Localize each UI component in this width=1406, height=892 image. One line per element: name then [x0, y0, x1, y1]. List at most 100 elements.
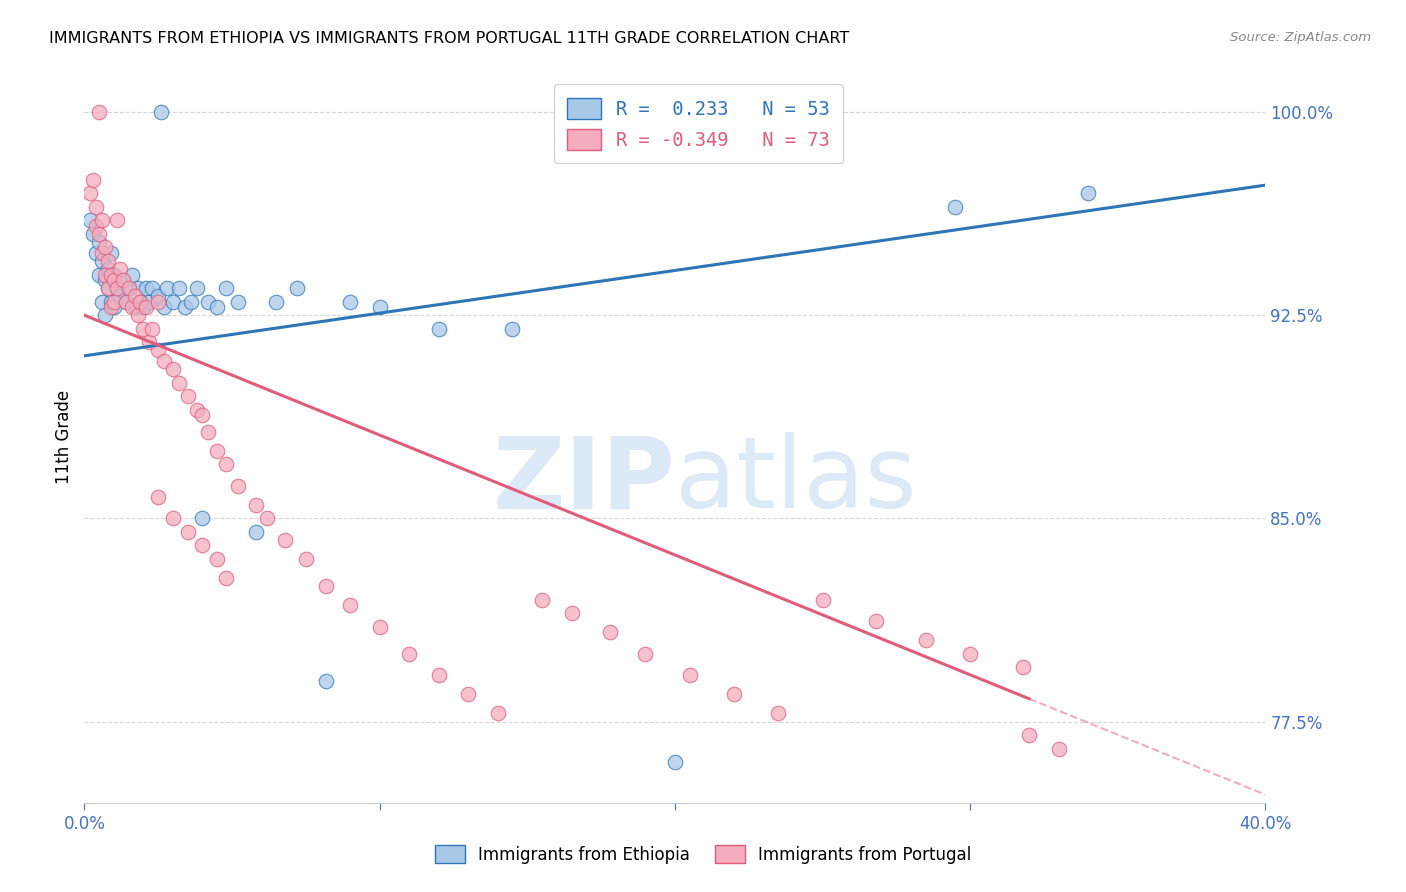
- Point: [103, 268, 125, 282]
- Point: [274, 533, 297, 547]
- Point: [114, 294, 136, 309]
- Point: [127, 308, 149, 322]
- Point: [105, 213, 128, 227]
- Point: [811, 592, 834, 607]
- Point: [124, 289, 146, 303]
- Point: [94, 273, 117, 287]
- Point: [153, 354, 176, 368]
- Point: [84, 219, 107, 233]
- Point: [486, 706, 509, 721]
- Point: [207, 552, 229, 566]
- Point: [79, 186, 101, 201]
- Point: [121, 300, 143, 314]
- Point: [191, 538, 214, 552]
- Point: [82, 227, 104, 241]
- Point: [266, 294, 288, 309]
- Point: [339, 294, 361, 309]
- Point: [634, 647, 657, 661]
- Y-axis label: 11th Grade: 11th Grade: [55, 390, 73, 484]
- Point: [103, 300, 125, 314]
- Point: [94, 308, 117, 322]
- Point: [245, 498, 267, 512]
- Point: [865, 615, 887, 629]
- Point: [457, 688, 479, 702]
- Point: [132, 300, 155, 314]
- Point: [97, 281, 120, 295]
- Point: [129, 294, 152, 309]
- Point: [197, 425, 219, 439]
- Text: Source: ZipAtlas.com: Source: ZipAtlas.com: [1230, 31, 1371, 45]
- Point: [427, 668, 450, 682]
- Point: [100, 268, 122, 282]
- Point: [368, 620, 391, 634]
- Point: [141, 281, 163, 295]
- Point: [207, 443, 229, 458]
- Point: [295, 552, 318, 566]
- Point: [79, 213, 101, 227]
- Point: [215, 281, 238, 295]
- Point: [138, 294, 160, 309]
- Point: [91, 254, 114, 268]
- Point: [285, 281, 308, 295]
- Point: [111, 273, 134, 287]
- Point: [315, 673, 337, 688]
- Point: [103, 273, 125, 287]
- Point: [1012, 660, 1035, 674]
- Point: [173, 300, 195, 314]
- Point: [180, 294, 202, 309]
- Point: [87, 268, 111, 282]
- Legend: R =  0.233   N = 53, R = -0.349   N = 73: R = 0.233 N = 53, R = -0.349 N = 73: [554, 85, 842, 163]
- Point: [768, 706, 790, 721]
- Point: [138, 335, 160, 350]
- Point: [148, 490, 170, 504]
- Point: [186, 403, 208, 417]
- Point: [84, 245, 107, 260]
- Point: [177, 524, 200, 539]
- Point: [148, 294, 170, 309]
- Point: [167, 281, 190, 295]
- Point: [82, 172, 104, 186]
- Point: [256, 511, 278, 525]
- Point: [531, 592, 554, 607]
- Point: [91, 213, 114, 227]
- Point: [100, 245, 122, 260]
- Point: [105, 281, 128, 295]
- Point: [94, 240, 117, 254]
- Point: [162, 362, 184, 376]
- Point: [141, 322, 163, 336]
- Point: [427, 322, 450, 336]
- Legend: Immigrants from Ethiopia, Immigrants from Portugal: Immigrants from Ethiopia, Immigrants fro…: [427, 838, 979, 871]
- Point: [97, 281, 120, 295]
- Point: [150, 105, 173, 120]
- Point: [97, 254, 120, 268]
- Point: [177, 389, 200, 403]
- Point: [1018, 728, 1040, 742]
- Point: [679, 668, 702, 682]
- Point: [91, 294, 114, 309]
- Point: [111, 273, 134, 287]
- Point: [148, 289, 170, 303]
- Point: [207, 300, 229, 314]
- Point: [108, 289, 131, 303]
- Point: [108, 262, 131, 277]
- Point: [561, 606, 583, 620]
- Point: [105, 281, 128, 295]
- Point: [87, 105, 111, 120]
- Point: [723, 688, 745, 702]
- Point: [91, 245, 114, 260]
- Point: [124, 300, 146, 314]
- Point: [132, 322, 155, 336]
- Point: [103, 294, 125, 309]
- Point: [599, 625, 621, 640]
- Point: [226, 479, 249, 493]
- Point: [94, 268, 117, 282]
- Point: [148, 343, 170, 358]
- Point: [97, 262, 120, 277]
- Point: [118, 281, 141, 295]
- Point: [87, 235, 111, 249]
- Point: [153, 300, 176, 314]
- Point: [959, 647, 981, 661]
- Point: [945, 200, 967, 214]
- Point: [368, 300, 391, 314]
- Point: [664, 755, 686, 769]
